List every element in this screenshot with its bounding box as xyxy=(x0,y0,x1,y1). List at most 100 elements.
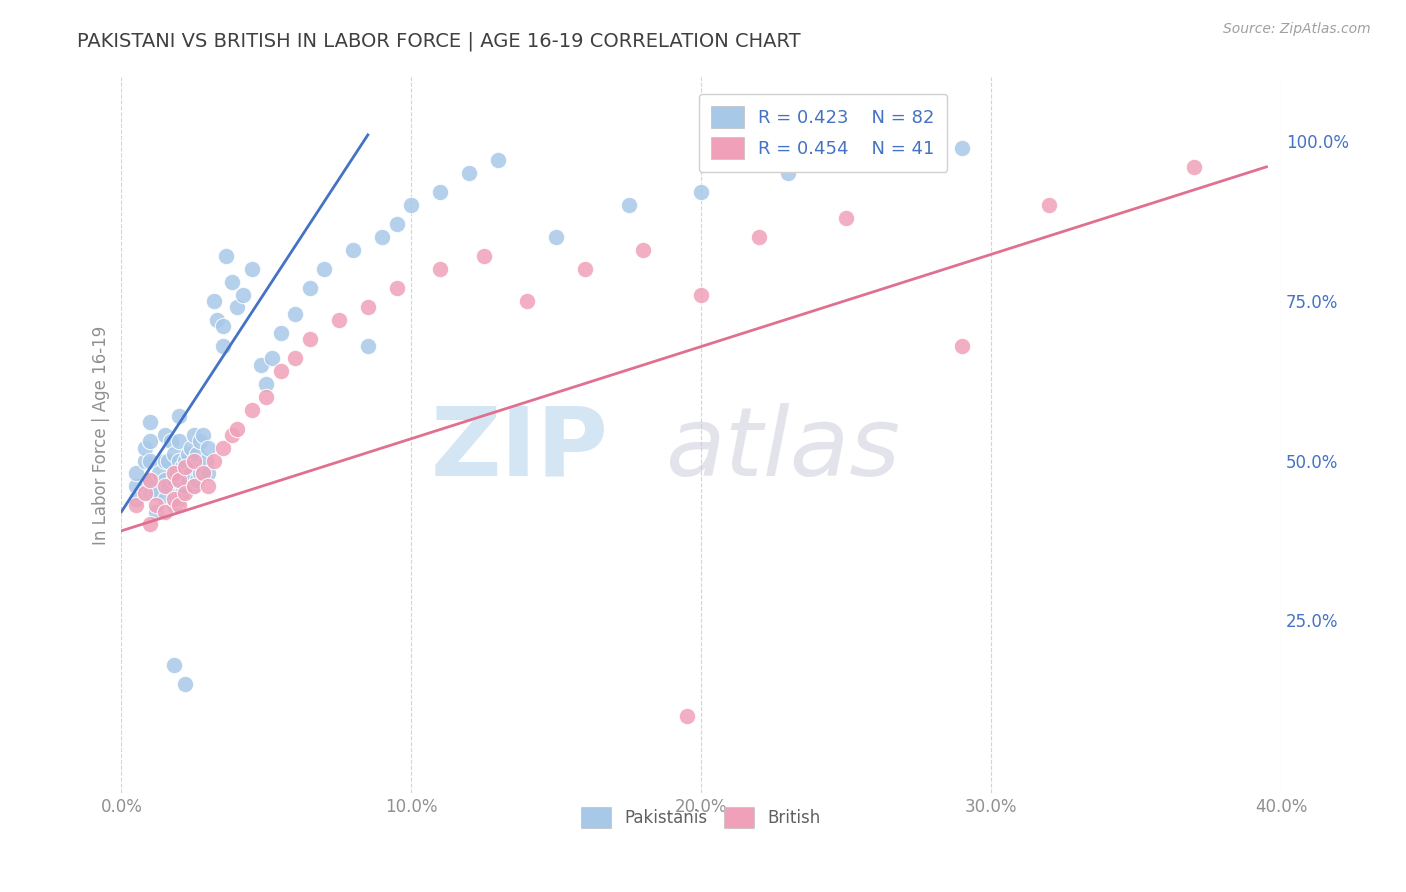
Point xyxy=(145,498,167,512)
Point xyxy=(172,485,194,500)
Point xyxy=(188,467,211,481)
Point xyxy=(429,186,451,200)
Point xyxy=(328,313,350,327)
Point xyxy=(166,491,188,506)
Point xyxy=(186,473,208,487)
Point xyxy=(950,338,973,352)
Point xyxy=(139,453,162,467)
Text: atlas: atlas xyxy=(665,403,900,496)
Point xyxy=(249,358,271,372)
Point xyxy=(212,441,235,455)
Point xyxy=(574,262,596,277)
Point xyxy=(153,491,176,506)
Point xyxy=(371,230,394,244)
Point xyxy=(156,453,179,467)
Point xyxy=(183,479,205,493)
Point xyxy=(183,479,205,493)
Point xyxy=(748,230,770,244)
Point xyxy=(202,453,225,467)
Point xyxy=(139,473,162,487)
Point xyxy=(169,434,191,449)
Point xyxy=(240,402,263,417)
Point xyxy=(153,479,176,493)
Point xyxy=(145,485,167,500)
Point xyxy=(284,307,307,321)
Point xyxy=(183,453,205,467)
Text: ZIP: ZIP xyxy=(430,403,609,496)
Point xyxy=(169,498,191,512)
Point xyxy=(125,498,148,512)
Point xyxy=(205,313,228,327)
Point xyxy=(134,441,156,455)
Point xyxy=(221,275,243,289)
Point xyxy=(357,338,380,352)
Point xyxy=(1182,160,1205,174)
Point xyxy=(169,491,191,506)
Point xyxy=(139,434,162,449)
Point xyxy=(226,301,249,315)
Point xyxy=(191,467,214,481)
Point xyxy=(863,147,886,161)
Text: Source: ZipAtlas.com: Source: ZipAtlas.com xyxy=(1223,22,1371,37)
Point xyxy=(162,447,184,461)
Point xyxy=(153,473,176,487)
Point xyxy=(194,453,217,467)
Point xyxy=(174,460,197,475)
Point xyxy=(617,198,640,212)
Point xyxy=(835,211,858,225)
Point xyxy=(180,467,202,481)
Point xyxy=(202,293,225,308)
Point xyxy=(486,153,509,168)
Point xyxy=(166,467,188,481)
Point xyxy=(139,473,162,487)
Point xyxy=(174,479,197,493)
Point xyxy=(153,505,176,519)
Point xyxy=(174,485,197,500)
Point xyxy=(162,491,184,506)
Point xyxy=(156,479,179,493)
Point xyxy=(139,485,162,500)
Point xyxy=(254,376,277,391)
Point xyxy=(778,166,800,180)
Point xyxy=(183,453,205,467)
Point xyxy=(191,460,214,475)
Point xyxy=(472,249,495,263)
Point xyxy=(153,453,176,467)
Point xyxy=(197,467,219,481)
Point xyxy=(169,453,191,467)
Point xyxy=(183,428,205,442)
Point xyxy=(232,287,254,301)
Point xyxy=(159,434,181,449)
Legend: Pakistanis, British: Pakistanis, British xyxy=(575,801,828,834)
Point xyxy=(180,441,202,455)
Point xyxy=(298,281,321,295)
Point xyxy=(174,453,197,467)
Point xyxy=(357,301,380,315)
Point xyxy=(162,498,184,512)
Point xyxy=(191,428,214,442)
Point xyxy=(197,479,219,493)
Point xyxy=(162,657,184,672)
Point xyxy=(162,467,184,481)
Point xyxy=(262,351,284,366)
Point xyxy=(212,319,235,334)
Point xyxy=(1038,198,1060,212)
Point xyxy=(631,243,654,257)
Point xyxy=(270,364,292,378)
Point xyxy=(169,473,191,487)
Point xyxy=(145,505,167,519)
Point xyxy=(226,422,249,436)
Point xyxy=(125,479,148,493)
Point xyxy=(270,326,292,340)
Point xyxy=(690,287,713,301)
Point xyxy=(458,166,481,180)
Text: PAKISTANI VS BRITISH IN LABOR FORCE | AGE 16-19 CORRELATION CHART: PAKISTANI VS BRITISH IN LABOR FORCE | AG… xyxy=(77,31,801,51)
Point xyxy=(429,262,451,277)
Point xyxy=(385,281,408,295)
Point xyxy=(221,428,243,442)
Point xyxy=(186,447,208,461)
Point xyxy=(153,428,176,442)
Point xyxy=(298,332,321,346)
Point xyxy=(162,473,184,487)
Point xyxy=(385,217,408,231)
